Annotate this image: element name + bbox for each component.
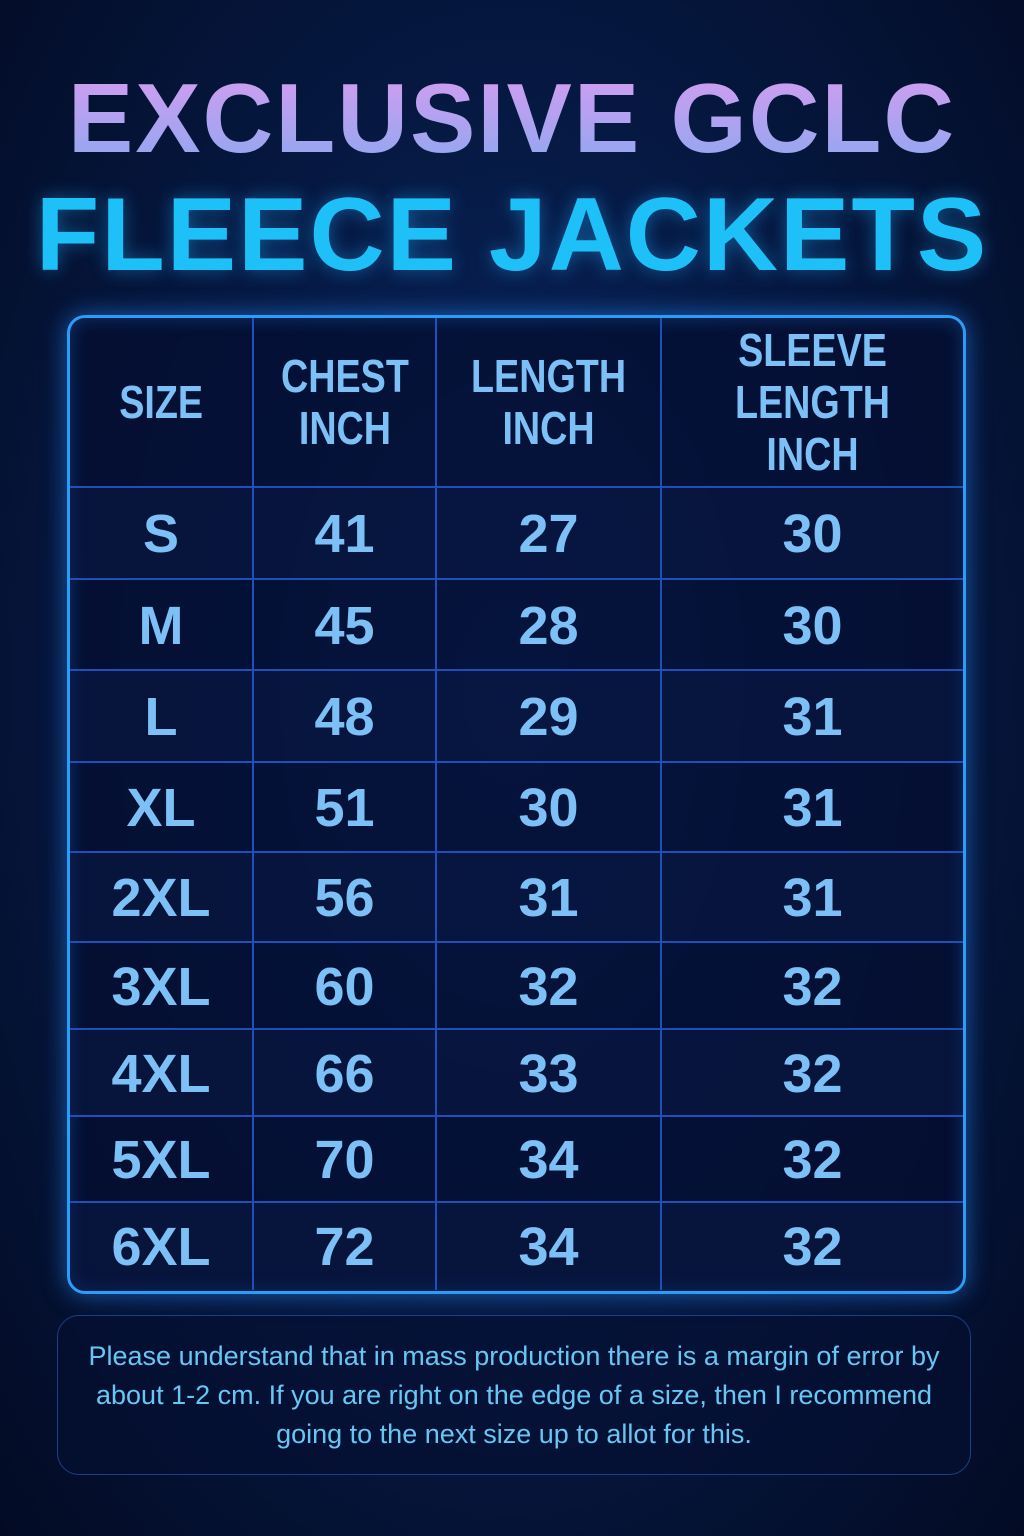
table-cell: 51 (252, 763, 435, 853)
table-cell: 56 (252, 853, 435, 943)
table-cell: 32 (660, 1203, 963, 1290)
table-cell: 32 (435, 943, 660, 1030)
cell-text: 66 (314, 1043, 375, 1104)
cell-text: 56 (314, 868, 375, 928)
cell-text: 5XL (111, 1130, 211, 1190)
cell-text: 27 (518, 504, 579, 564)
cell-text: 31 (782, 778, 843, 838)
table-cell: 3XL (70, 943, 252, 1030)
table-cell: 30 (435, 763, 660, 853)
table-cell: 31 (660, 671, 963, 763)
cell-text: 48 (314, 687, 375, 747)
header-cell: SIZE (70, 318, 252, 486)
table-cell: S (70, 488, 252, 580)
table-cell: 33 (435, 1030, 660, 1117)
cell-text: 32 (782, 1043, 843, 1104)
table-row: 4XL 66 33 32 (70, 1028, 963, 1117)
table-cell: 31 (435, 853, 660, 943)
cell-text: SLEEVE LENGTH INCH (734, 324, 891, 480)
cell-text: 70 (314, 1130, 375, 1190)
cell-text: 2XL (111, 868, 211, 928)
cell-text: 60 (314, 956, 375, 1017)
disclaimer-note: Please understand that in mass productio… (57, 1315, 971, 1475)
table-cell: 32 (660, 943, 963, 1030)
cell-text: 31 (782, 868, 843, 928)
table-row: 5XL 70 34 32 (70, 1115, 963, 1203)
table-cell: 66 (252, 1030, 435, 1117)
table-cell: 32 (660, 1030, 963, 1117)
table-cell: 28 (435, 580, 660, 671)
table-row: XL 51 30 31 (70, 761, 963, 853)
title-line-1: EXCLUSIVE GCLC (0, 62, 1024, 175)
header-cell: LENGTH INCH (435, 318, 660, 486)
cell-text: 30 (782, 595, 843, 656)
table-cell: L (70, 671, 252, 763)
cell-text: 29 (518, 687, 579, 747)
cell-text: 3XL (111, 956, 211, 1017)
table-cell: 72 (252, 1203, 435, 1290)
table-cell: 4XL (70, 1030, 252, 1117)
cell-text: CHEST INCH (280, 350, 409, 454)
cell-text: 34 (518, 1130, 579, 1190)
cell-text: 32 (782, 1130, 843, 1190)
cell-text: LENGTH INCH (470, 350, 627, 454)
table-cell: XL (70, 763, 252, 853)
table-cell: 30 (660, 488, 963, 580)
table-cell: 34 (435, 1117, 660, 1203)
table-cell: 31 (660, 763, 963, 853)
table-cell: 34 (435, 1203, 660, 1290)
cell-text: 28 (518, 595, 579, 656)
cell-text: 33 (518, 1043, 579, 1104)
cell-text: M (138, 595, 184, 656)
table-row: M 45 28 30 (70, 578, 963, 671)
table-cell: M (70, 580, 252, 671)
header-cell: SLEEVE LENGTH INCH (660, 318, 963, 486)
cell-text: 30 (782, 504, 843, 564)
cell-text: 72 (314, 1216, 375, 1277)
table-row: 2XL 56 31 31 (70, 851, 963, 943)
header-row: SIZE CHEST INCH LENGTH INCH SLEEVE LENGTH I… (70, 318, 963, 486)
cell-text: 41 (314, 504, 375, 564)
size-chart-table: SIZE CHEST INCH LENGTH INCH SLEEVE LENGTH I… (67, 315, 966, 1294)
table-cell: 70 (252, 1117, 435, 1203)
cell-text: SIZE (119, 376, 203, 428)
table-row: 6XL 72 34 32 (70, 1201, 963, 1290)
cell-text: S (142, 504, 180, 564)
table-cell: 45 (252, 580, 435, 671)
cell-text: 32 (782, 956, 843, 1017)
table-cell: 48 (252, 671, 435, 763)
cell-text: 45 (314, 595, 375, 656)
table-cell: 5XL (70, 1117, 252, 1203)
cell-text: 30 (518, 778, 579, 838)
cell-text: 32 (782, 1216, 843, 1277)
table-cell: 60 (252, 943, 435, 1030)
cell-text: 32 (518, 956, 579, 1017)
cell-text: L (144, 687, 178, 747)
table-cell: 29 (435, 671, 660, 763)
cell-text: 34 (518, 1216, 579, 1277)
table-row: 3XL 60 32 32 (70, 941, 963, 1030)
cell-text: 6XL (111, 1216, 211, 1277)
cell-text: 31 (518, 868, 579, 928)
table-row: S 41 27 30 (70, 486, 963, 580)
cell-text: 51 (314, 778, 375, 838)
table-cell: 6XL (70, 1203, 252, 1290)
table-cell: 32 (660, 1117, 963, 1203)
table-cell: 27 (435, 488, 660, 580)
table-cell: 2XL (70, 853, 252, 943)
cell-text: 31 (782, 687, 843, 747)
cell-text: 4XL (111, 1043, 211, 1104)
table-row: L 48 29 31 (70, 669, 963, 763)
header-cell: CHEST INCH (252, 318, 435, 486)
table-cell: 41 (252, 488, 435, 580)
title-line-2: FLEECE JACKETS (35, 177, 989, 293)
table-cell: 30 (660, 580, 963, 671)
cell-text: XL (126, 778, 196, 838)
table-cell: 31 (660, 853, 963, 943)
